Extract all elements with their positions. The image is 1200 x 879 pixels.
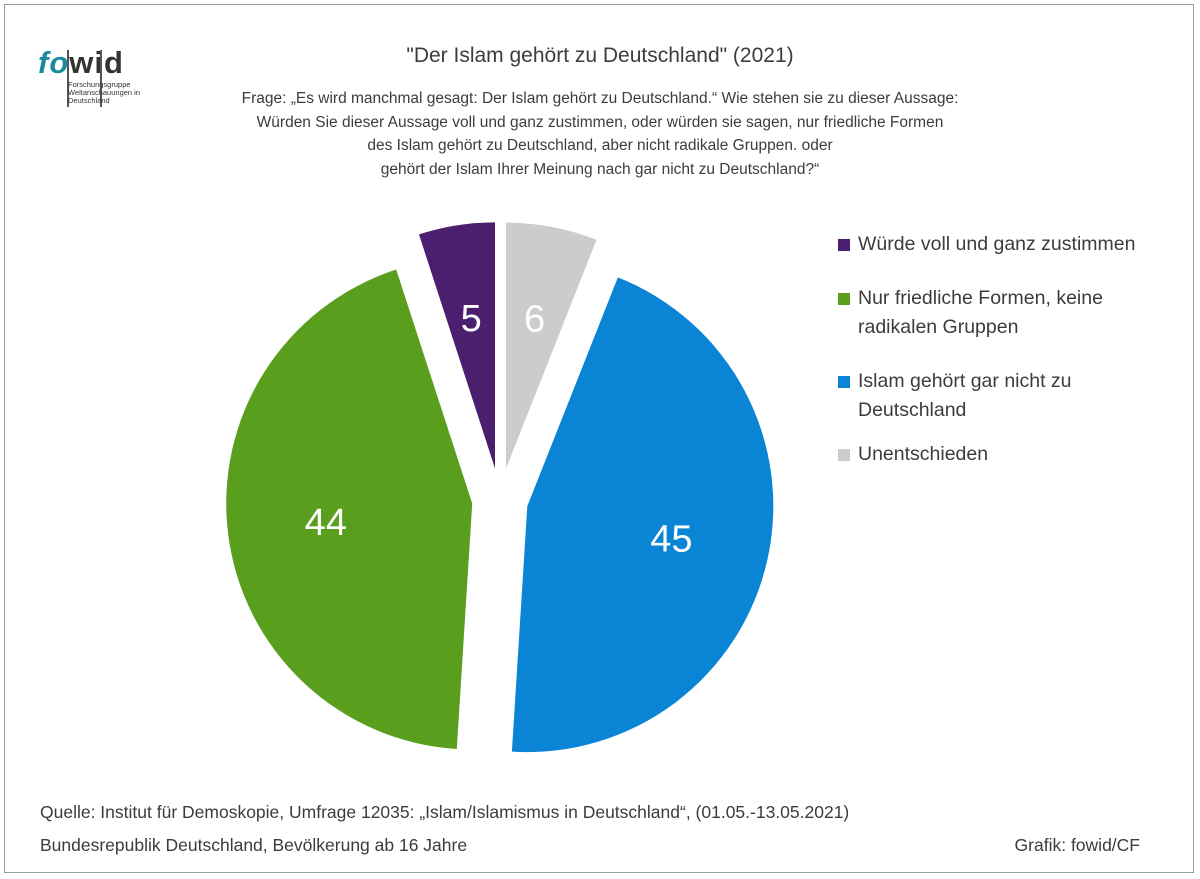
chart-title: "Der Islam gehört zu Deutschland" (2021) (406, 44, 794, 67)
pie-slice (511, 277, 774, 753)
logo-wid: wid (69, 45, 124, 80)
legend-label: Islam gehört gar nicht zu Deutschland (858, 370, 1072, 421)
source-note: Quelle: Institut für Demoskopie, Umfrage… (40, 802, 850, 822)
slice-value-label: 44 (305, 502, 347, 544)
legend-item: Unentschieden (838, 440, 1138, 469)
legend-swatch (838, 293, 850, 305)
population-note: Bundesrepublik Deutschland, Bevölkerung … (40, 835, 468, 855)
legend-item: Nur friedliche Formen, keine radikalen G… (838, 284, 1138, 342)
legend-item: Islam gehört gar nicht zu Deutschland (838, 367, 1138, 425)
legend-label: Unentschieden (858, 443, 989, 465)
pie-slice (505, 222, 597, 469)
legend-swatch (838, 376, 850, 388)
legend: Würde voll und ganz zustimmen Nur friedl… (838, 230, 1138, 494)
pie-slice (418, 222, 495, 469)
chart-frame (4, 4, 1194, 873)
logo-wordmark: fowid (38, 45, 148, 80)
legend-swatch (838, 449, 850, 461)
legend-item: Würde voll und ganz zustimmen (838, 230, 1138, 259)
pie-slice (226, 269, 473, 750)
logo-fo: fo (38, 45, 70, 80)
legend-label: Nur friedliche Formen, keine radikalen G… (858, 287, 1103, 338)
slice-value-label: 6 (524, 299, 545, 341)
survey-question: Frage: „Es wird manchmal gesagt: Der Isl… (241, 90, 959, 178)
slice-value-label: 5 (461, 298, 482, 340)
slice-value-label: 45 (650, 518, 692, 560)
legend-swatch (838, 239, 850, 251)
logo-bar-1 (67, 50, 69, 107)
logo-bar-2 (100, 50, 102, 107)
graphic-credit: Grafik: fowid/CF (1014, 835, 1140, 855)
fowid-logo: fowid Forschungsgruppe Weltanschauungen … (38, 45, 148, 118)
logo-subtitle: Forschungsgruppe Weltanschauungen in Deu… (68, 80, 140, 105)
legend-label: Würde voll und ganz zustimmen (858, 233, 1136, 255)
